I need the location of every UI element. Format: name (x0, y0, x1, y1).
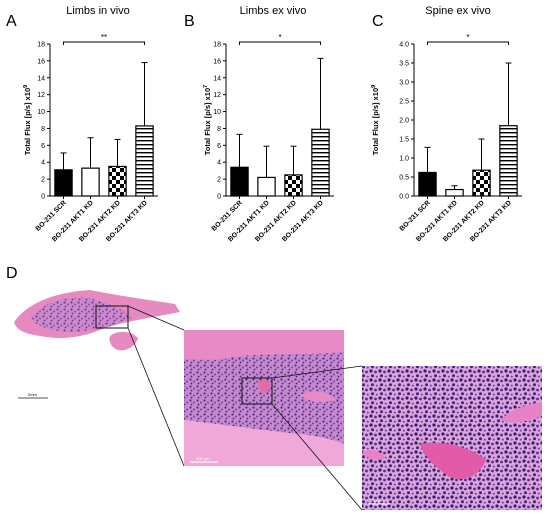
significance-label: * (278, 33, 281, 42)
histology-mid: 500 µm (184, 330, 344, 466)
significance-label: * (466, 33, 469, 42)
significance-bracket (427, 41, 509, 45)
histology-zoom: 100 µm (362, 366, 542, 510)
y-tick-label: 6 (41, 143, 45, 150)
y-tick-label: 16 (213, 58, 221, 65)
y-tick-label: 14 (213, 75, 221, 82)
chart-limbs-in-vivo: Limbs in vivo Total Flux [p/s] x109 0 2 4 6 8 1… (23, 5, 158, 243)
y-axis-label: Total Flux [p/s] x109 (23, 85, 32, 155)
y-tick-label: 12 (37, 92, 45, 99)
y-tick-label: 4 (41, 160, 45, 167)
y-tick-label: 2.5 (399, 99, 409, 106)
bar (418, 171, 437, 197)
overview-zoom-box (95, 305, 129, 329)
bar (135, 125, 154, 197)
y-tick-label: 16 (37, 58, 45, 65)
y-axis-label: Total Flux [p/s] x109 (371, 85, 380, 155)
mid-zoom-box (241, 377, 273, 405)
bar (311, 128, 330, 197)
y-axis-label-text: Total Flux [p/s] x10 (203, 88, 212, 155)
y-tick-label: 10 (37, 109, 45, 116)
chart-title: Limbs ex vivo (240, 5, 307, 17)
y-tick-label: 4.0 (399, 42, 409, 49)
mid-scale-label: 500 µm (196, 456, 210, 461)
y-axis-label-exponent: 7 (203, 85, 209, 88)
y-tick-label: 0 (41, 194, 45, 201)
chart-title: Limbs in vivo (66, 5, 130, 17)
histology-panel: 2mm 500 µm 100 µm (14, 290, 542, 511)
histology-overview: 2mm (14, 290, 180, 399)
y-tick-label: 18 (213, 42, 221, 49)
y-axis-label: Total Flux [p/s] x107 (203, 85, 212, 155)
bar (54, 169, 73, 197)
overview-scale-label: 2mm (28, 392, 38, 397)
bar (445, 188, 464, 197)
panel-letter-a: A (6, 13, 17, 30)
panel-letter-c: C (372, 13, 384, 30)
bar (230, 166, 249, 197)
bar (499, 125, 518, 197)
y-tick-label: 6 (217, 143, 221, 150)
y-tick-label: 1.0 (399, 156, 409, 163)
y-tick-label: 18 (37, 42, 45, 49)
significance-label: ** (101, 33, 107, 42)
zoom-scale-label: 100 µm (370, 498, 384, 503)
y-tick-label: 14 (37, 75, 45, 82)
bar (81, 167, 100, 197)
y-tick-label: 3.0 (399, 80, 409, 87)
y-tick-label: 2.0 (399, 118, 409, 125)
chart-limbs-ex-vivo: Limbs ex vivo Total Flux [p/s] x107 0 2 4 6 8 1… (203, 5, 334, 243)
chart-title: Spine ex vivo (425, 5, 490, 17)
y-tick-label: 2 (217, 177, 221, 184)
y-tick-label: 12 (213, 92, 221, 99)
y-axis-label-text: Total Flux [p/s] x10 (371, 88, 380, 155)
significance-bracket (63, 41, 145, 45)
y-tick-label: 8 (41, 126, 45, 133)
panel-letter-b: B (184, 13, 195, 30)
bar (108, 165, 127, 197)
y-tick-label: 0 (217, 194, 221, 201)
y-tick-label: 10 (213, 109, 221, 116)
y-tick-label: 8 (217, 126, 221, 133)
y-tick-label: 0.0 (399, 194, 409, 201)
y-axis-label-text: Total Flux [p/s] x10 (23, 88, 32, 155)
y-tick-label: 3.5 (399, 61, 409, 68)
y-tick-label: 0.5 (399, 175, 409, 182)
chart-spine-ex-vivo: Spine ex vivo Total Flux [p/s] x109 0.0 0.5… (371, 5, 522, 243)
y-tick-label: 4 (217, 160, 221, 167)
y-axis-label-exponent: 9 (23, 85, 29, 88)
y-tick-label: 2 (41, 177, 45, 184)
bar (257, 176, 276, 197)
panel-letter-d: D (6, 265, 18, 282)
bar (284, 174, 303, 197)
y-axis-label-exponent: 9 (371, 85, 377, 88)
y-tick-label: 1.5 (399, 137, 409, 144)
significance-bracket (239, 41, 321, 45)
bar (472, 169, 491, 197)
